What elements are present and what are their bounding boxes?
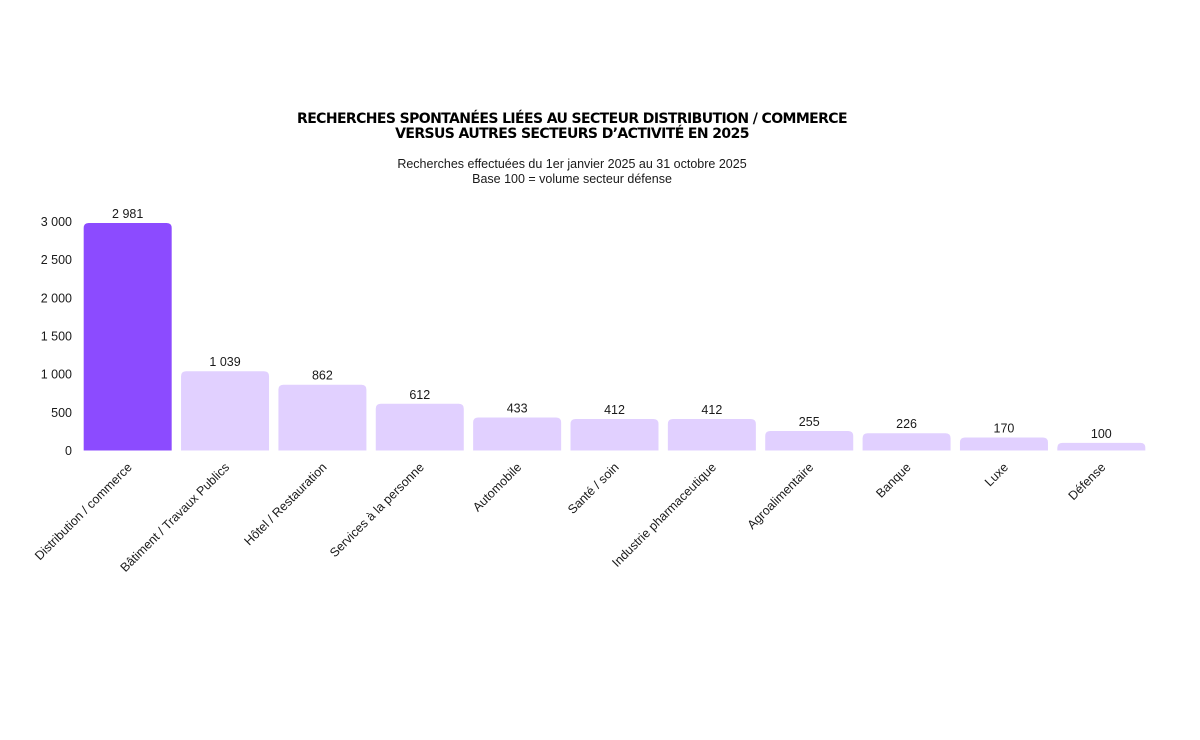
y-tick-label: 500 xyxy=(51,406,72,420)
bar xyxy=(375,403,464,451)
bar-value-label: 255 xyxy=(799,415,820,429)
x-tick-label: Services à la personne xyxy=(327,460,427,560)
bar xyxy=(278,384,367,451)
bar-value-label: 100 xyxy=(1091,427,1112,441)
x-tick-label: Distribution / commerce xyxy=(32,460,135,563)
y-axis: 0 500 1 000 1 500 2 000 2 500 3 000 xyxy=(41,215,72,458)
x-tick-label: Automobile xyxy=(470,460,524,514)
bar xyxy=(959,437,1048,451)
x-tick-label: Défense xyxy=(1066,460,1109,503)
x-tick-label: Agroalimentaire xyxy=(745,460,817,532)
x-tick-label: Luxe xyxy=(982,460,1011,489)
bar xyxy=(1057,442,1146,451)
bar xyxy=(473,417,562,451)
bar xyxy=(765,431,854,451)
bar-value-label: 226 xyxy=(896,417,917,431)
bar xyxy=(570,419,659,451)
value-labels: 2 981 1 039 862 612 433 412 412 255 226 170 100 xyxy=(112,207,1112,441)
bar xyxy=(667,419,756,451)
bar xyxy=(83,222,172,451)
x-tick-label: Banque xyxy=(873,460,913,500)
chart-subtitle-line-1: Recherches effectuées du 1er janvier 202… xyxy=(397,157,747,171)
bar-value-label: 412 xyxy=(701,403,722,417)
y-tick-label: 3 000 xyxy=(41,215,72,229)
y-tick-label: 0 xyxy=(65,444,72,458)
x-tick-label: Santé / soin xyxy=(565,460,622,517)
x-tick-label: Hôtel / Restauration xyxy=(242,460,330,548)
bar xyxy=(862,433,951,451)
y-tick-label: 2 000 xyxy=(41,291,72,305)
y-tick-label: 1 500 xyxy=(41,330,72,344)
x-tick-label: Industrie pharmaceutique xyxy=(609,460,719,570)
bars xyxy=(83,222,1146,451)
bar-value-label: 170 xyxy=(994,422,1015,436)
bar-value-label: 862 xyxy=(312,369,333,383)
bar-value-label: 612 xyxy=(409,388,430,402)
bar-value-label: 1 039 xyxy=(209,355,240,369)
x-tick-label: Bâtiment / Travaux Publics xyxy=(118,460,233,575)
bar xyxy=(181,371,270,451)
y-tick-label: 2 500 xyxy=(41,253,72,267)
chart-title-line-2: VERSUS AUTRES SECTEURS D’ACTIVITÉ EN 202… xyxy=(395,126,749,142)
bar-value-label: 433 xyxy=(507,401,528,415)
y-tick-label: 1 000 xyxy=(41,368,72,382)
chart-title-line-1: RECHERCHES SPONTANÉES LIÉES AU SECTEUR D… xyxy=(297,111,848,127)
bar-value-label: 412 xyxy=(604,403,625,417)
chart-subtitle-line-2: Base 100 = volume secteur défense xyxy=(472,172,672,186)
bar-value-label: 2 981 xyxy=(112,207,143,221)
